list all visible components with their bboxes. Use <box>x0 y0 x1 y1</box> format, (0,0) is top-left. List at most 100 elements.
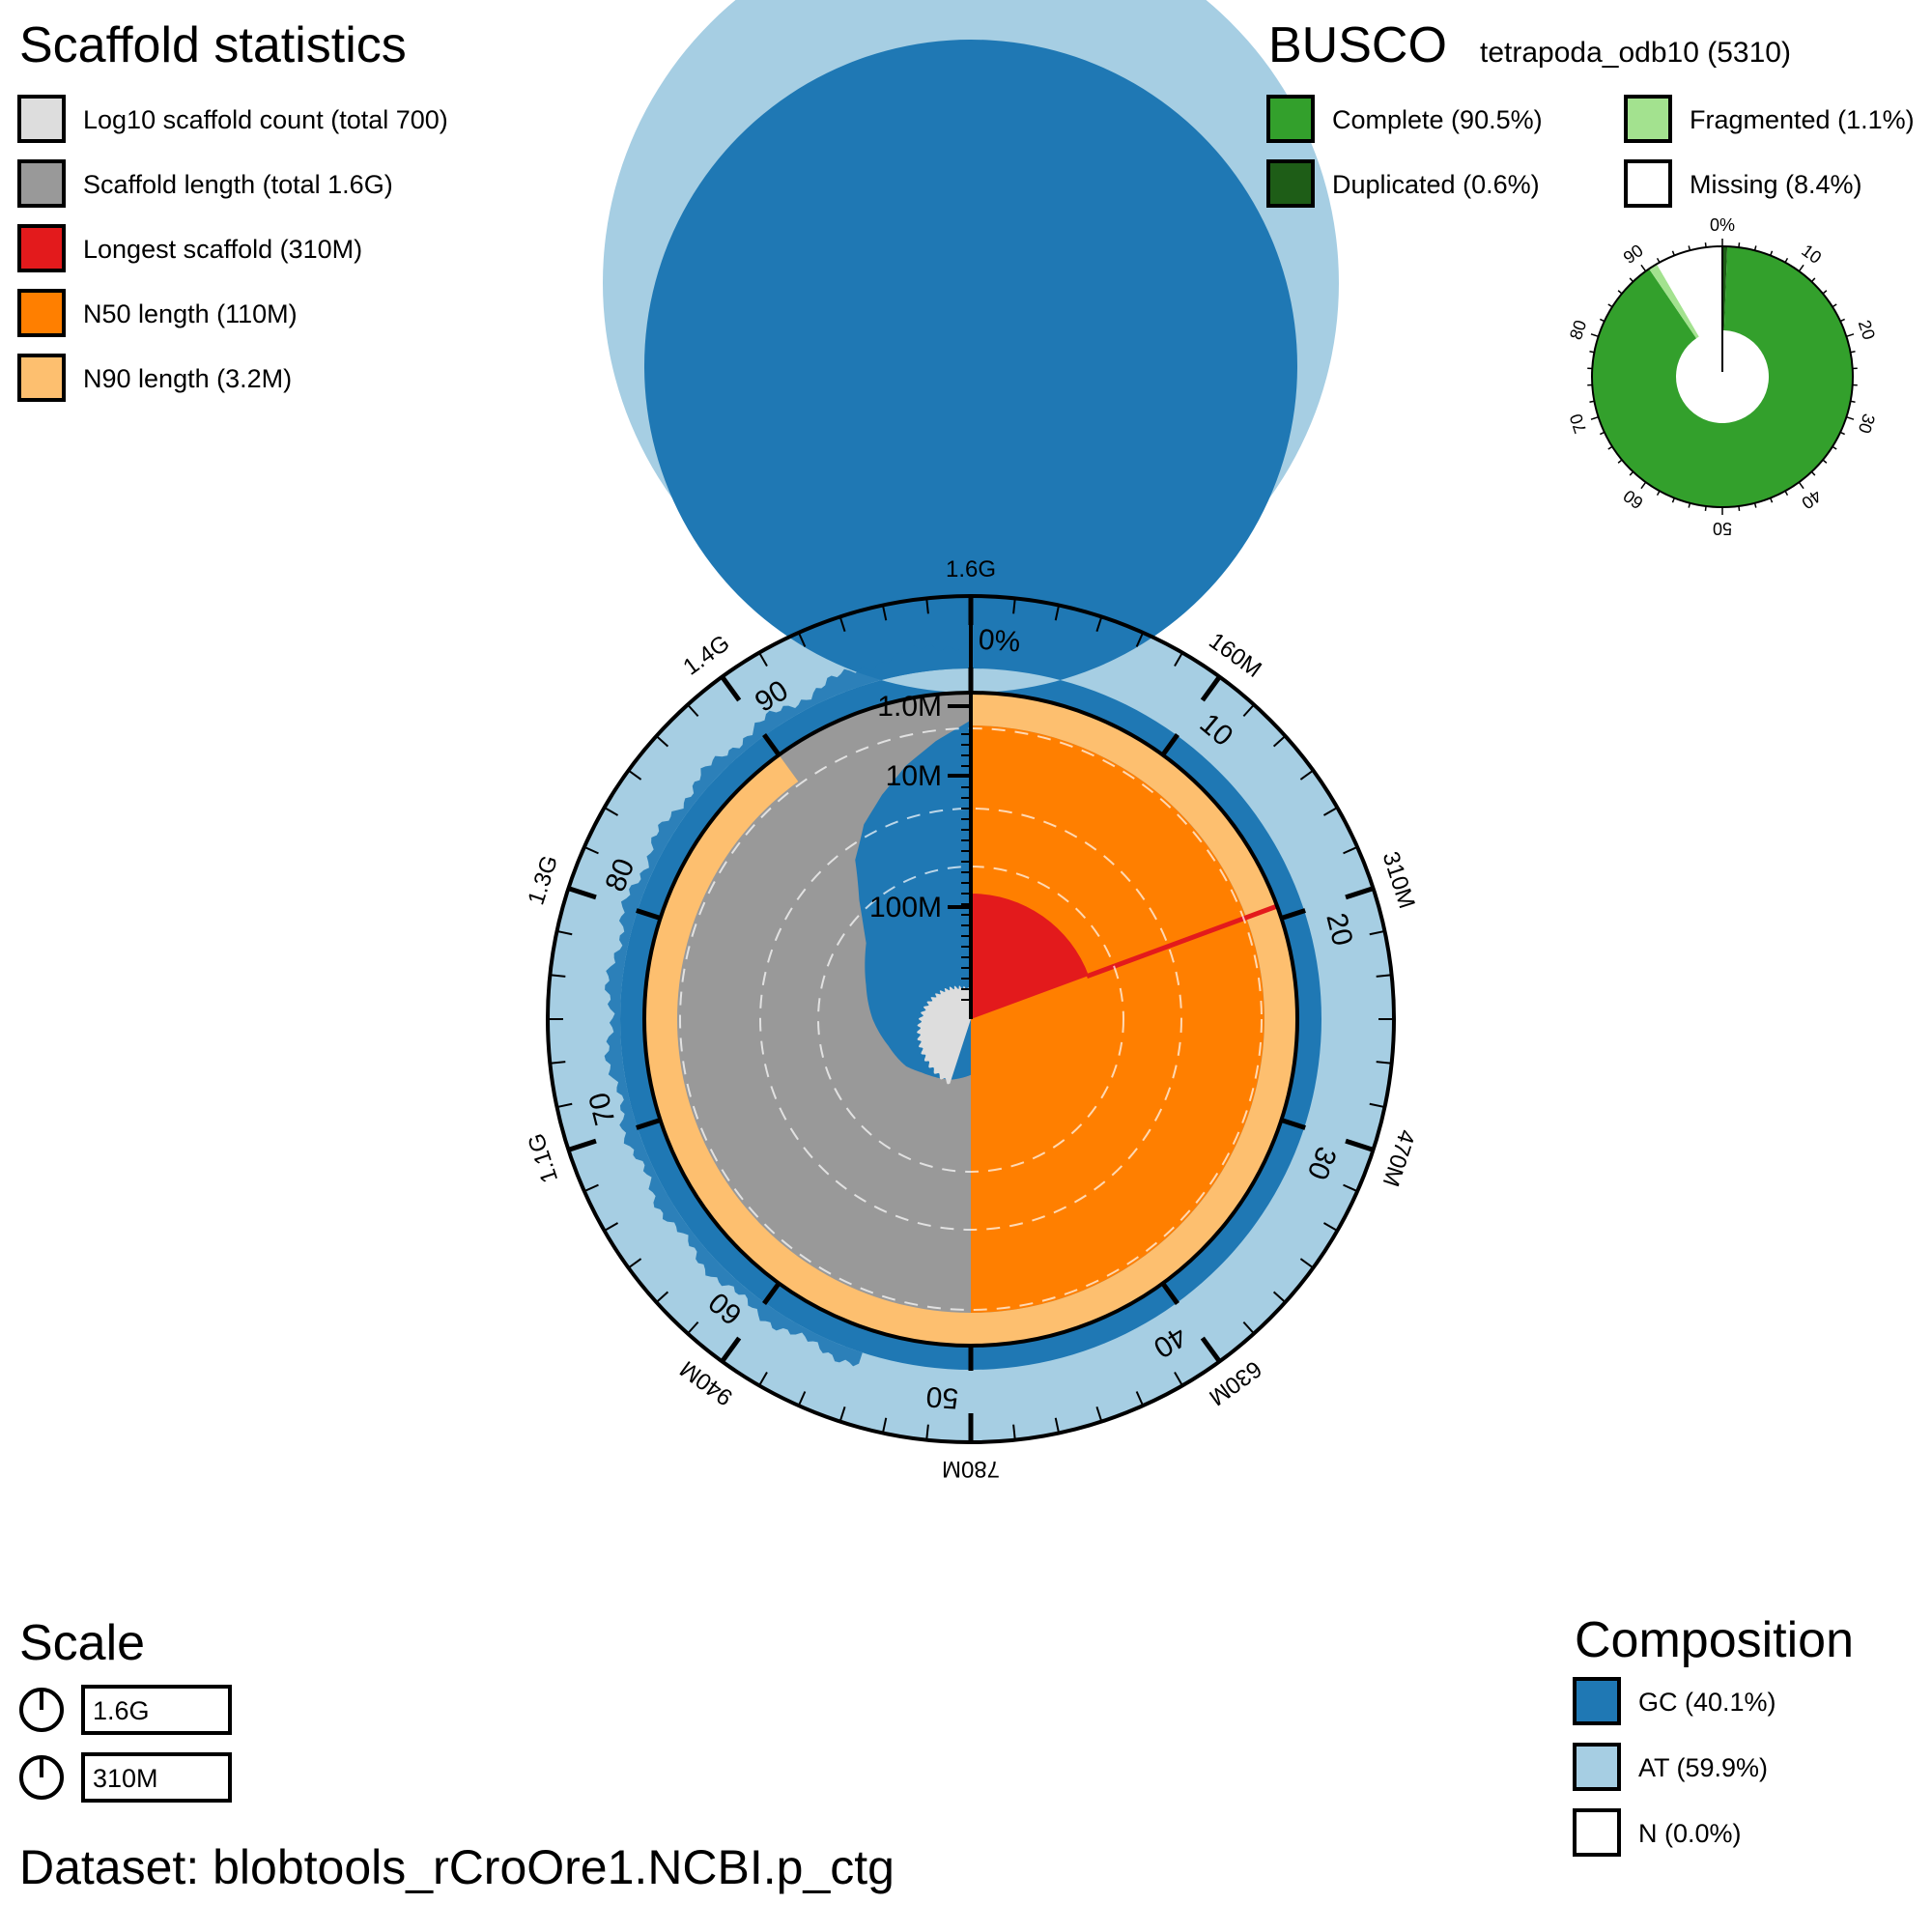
scaffold-legend-item-swatch <box>17 159 66 208</box>
busco-tick <box>1671 497 1676 503</box>
length-minor-tick <box>1376 974 1392 978</box>
scaffold-legend-item-label: N50 length (110M) <box>83 299 298 328</box>
percent-tick-label: 0% <box>978 624 1022 659</box>
length-minor-tick <box>556 1102 573 1109</box>
length-minor-tick <box>758 1371 768 1386</box>
busco-tick <box>1850 400 1856 403</box>
percent-tick <box>1280 1118 1306 1130</box>
busco-tick <box>1590 416 1599 420</box>
length-minor-tick <box>797 1391 807 1406</box>
scaffold-legend-item-swatch <box>17 354 66 402</box>
busco-tick <box>1832 445 1837 450</box>
busco-lineage: tetrapoda_odb10 (5310) <box>1480 37 1791 69</box>
length-tick-label: 1.3G <box>523 852 563 908</box>
scaffold-legend-item-swatch <box>17 289 66 337</box>
busco-fragmented-segment <box>1649 264 1699 339</box>
length-minor-tick <box>1272 735 1287 748</box>
busco-legend-missing-label: Missing (8.4%) <box>1690 170 1862 199</box>
busco-tick <box>1753 502 1757 508</box>
scaffold-legend-item-label: Longest scaffold (310M) <box>83 235 362 264</box>
busco-tick <box>1822 290 1828 295</box>
length-minor-tick <box>1012 598 1016 614</box>
length-minor-tick <box>655 1291 669 1303</box>
busco-tick <box>1822 459 1828 464</box>
busco-tick-label: 50 <box>1713 519 1732 538</box>
length-minor-tick <box>758 652 768 668</box>
length-tick <box>720 1336 742 1363</box>
scale-box <box>81 1752 232 1803</box>
radius-tick-label: 1.0M <box>877 691 942 723</box>
legends: Scaffold statistics Log10 scaffold count … <box>17 17 1915 1894</box>
longest-scaffold-sector <box>971 894 1089 1019</box>
busco-tick <box>1839 318 1845 323</box>
busco-legend-duplicated-swatch <box>1266 159 1315 208</box>
length-minor-tick <box>550 1061 566 1065</box>
busco-tick <box>1607 303 1613 308</box>
busco-tick <box>1629 277 1634 283</box>
busco-tick <box>1589 351 1595 354</box>
busco-tick <box>1846 333 1855 337</box>
guide-circle <box>759 808 1182 1231</box>
dataset-label: Dataset: blobtools_rCroOre1.NCBI.p_ctg <box>19 1840 895 1894</box>
percent-tick <box>636 908 662 921</box>
length-tick <box>1345 1138 1375 1152</box>
busco-tick-label: 10 <box>1798 241 1825 268</box>
busco-legend-complete-swatch <box>1266 95 1315 143</box>
length-minor-tick <box>1343 845 1358 855</box>
scaffold-legend-item-label: N90 length (3.2M) <box>83 364 292 393</box>
length-minor-tick <box>925 1424 929 1440</box>
length-minor-tick <box>1299 769 1314 781</box>
length-tick <box>1345 886 1375 900</box>
busco-tick <box>1589 400 1595 403</box>
length-minor-tick <box>1242 1321 1255 1335</box>
length-tick-label: 780M <box>942 1456 1000 1482</box>
busco-tick <box>1810 470 1816 476</box>
length-tick-label: 1.6G <box>946 556 996 582</box>
composition-legend-item-label: AT (59.9%) <box>1638 1753 1768 1782</box>
length-minor-tick <box>1369 929 1385 936</box>
length-minor-tick <box>1054 1417 1061 1434</box>
length-tick-label: 470M <box>1378 1126 1420 1189</box>
busco-tick <box>1798 481 1804 490</box>
busco-tick <box>1600 318 1605 323</box>
scaffold-stats-title: Scaffold statistics <box>19 17 407 73</box>
scaffold-count-spiral <box>917 985 971 1085</box>
busco-tick <box>1704 505 1707 511</box>
busco-tick-label: 20 <box>1855 318 1879 342</box>
percent-tick-label: 70 <box>583 1090 622 1128</box>
scaffold-legend-item-label: Scaffold length (total 1.6G) <box>83 170 393 199</box>
length-minor-tick <box>687 1321 699 1335</box>
length-minor-tick <box>1376 1061 1392 1065</box>
scale-box <box>81 1685 232 1735</box>
busco-tick <box>1590 333 1599 337</box>
composition-title: Composition <box>1575 1612 1854 1668</box>
busco-tick-label: 70 <box>1566 412 1590 436</box>
busco-tick <box>1704 242 1707 248</box>
percent-tick <box>636 1118 662 1130</box>
length-tick <box>1200 1336 1222 1363</box>
length-minor-tick <box>1322 1222 1338 1232</box>
percent-tick <box>762 733 781 757</box>
busco-tick <box>1850 351 1856 354</box>
busco-tick <box>1832 303 1837 308</box>
busco-tick <box>1640 481 1647 490</box>
length-minor-tick <box>881 1417 888 1434</box>
scaffold-legend-item-label: Log10 scaffold count (total 700) <box>83 105 448 134</box>
busco-legend-complete-label: Complete (90.5%) <box>1332 105 1543 134</box>
length-minor-tick <box>604 807 619 816</box>
length-minor-tick <box>687 703 699 718</box>
busco-tick <box>1738 242 1741 248</box>
busco-tick <box>1769 250 1774 256</box>
busco-tick <box>1798 264 1804 272</box>
busco-tick-label: 0% <box>1710 215 1735 235</box>
length-minor-tick <box>1135 632 1145 647</box>
busco-duplicated-segment <box>1722 246 1728 331</box>
busco-tick <box>1617 290 1623 295</box>
busco-tick <box>1640 264 1647 272</box>
busco-tick <box>1769 497 1774 503</box>
scale-title: Scale <box>19 1615 145 1671</box>
busco-tick <box>1784 257 1789 264</box>
composition-legend-item-swatch <box>1573 1743 1621 1791</box>
length-minor-tick <box>628 1258 642 1269</box>
busco-tick <box>1839 431 1845 436</box>
